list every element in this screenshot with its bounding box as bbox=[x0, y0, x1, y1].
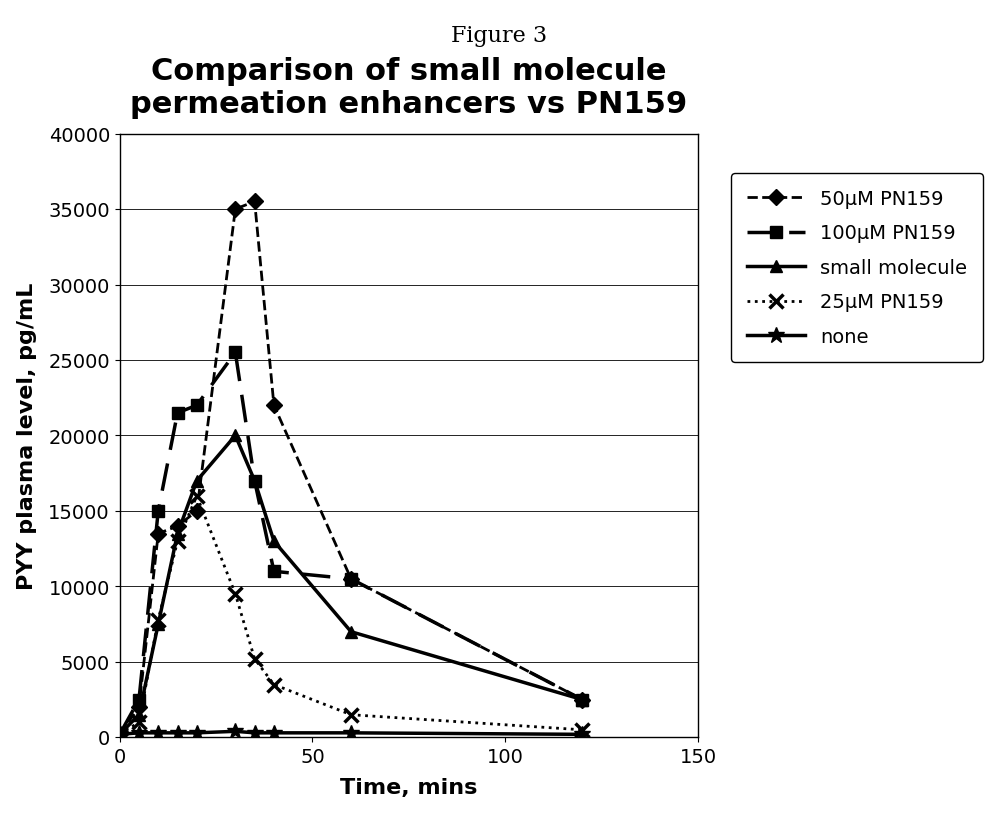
25μM PN159 bbox=[190, 491, 202, 501]
100μM PN159 bbox=[171, 408, 183, 418]
50μM PN159 bbox=[153, 529, 165, 539]
Title: Comparison of small molecule
permeation enhancers vs PN159: Comparison of small molecule permeation … bbox=[131, 57, 687, 119]
none bbox=[229, 727, 241, 737]
100μM PN159 bbox=[229, 348, 241, 358]
Line: small molecule: small molecule bbox=[114, 430, 588, 741]
50μM PN159 bbox=[133, 702, 145, 712]
none bbox=[114, 729, 126, 739]
small molecule bbox=[114, 729, 126, 739]
none bbox=[268, 728, 280, 738]
100μM PN159 bbox=[153, 506, 165, 516]
50μM PN159 bbox=[229, 204, 241, 215]
25μM PN159 bbox=[114, 729, 126, 739]
50μM PN159 bbox=[248, 197, 260, 207]
small molecule bbox=[248, 476, 260, 486]
50μM PN159 bbox=[114, 729, 126, 739]
small molecule bbox=[229, 431, 241, 441]
none bbox=[133, 728, 145, 738]
none bbox=[171, 728, 183, 738]
100μM PN159 bbox=[576, 695, 588, 705]
25μM PN159 bbox=[268, 680, 280, 690]
small molecule bbox=[153, 619, 165, 629]
50μM PN159 bbox=[576, 695, 588, 705]
small molecule bbox=[345, 627, 357, 637]
Line: 50μM PN159: 50μM PN159 bbox=[114, 196, 588, 740]
25μM PN159 bbox=[576, 725, 588, 735]
100μM PN159 bbox=[114, 729, 126, 739]
Text: Figure 3: Figure 3 bbox=[451, 25, 546, 47]
small molecule bbox=[133, 710, 145, 720]
none bbox=[576, 729, 588, 739]
Line: 100μM PN159: 100μM PN159 bbox=[114, 347, 588, 741]
Line: 25μM PN159: 25μM PN159 bbox=[113, 489, 589, 742]
none bbox=[345, 728, 357, 738]
50μM PN159 bbox=[171, 521, 183, 531]
small molecule bbox=[268, 536, 280, 546]
none bbox=[190, 728, 202, 738]
50μM PN159 bbox=[345, 574, 357, 584]
Legend: 50μM PN159, 100μM PN159, small molecule, 25μM PN159, none: 50μM PN159, 100μM PN159, small molecule,… bbox=[731, 174, 983, 362]
25μM PN159 bbox=[248, 654, 260, 664]
Line: none: none bbox=[112, 723, 590, 742]
25μM PN159 bbox=[171, 536, 183, 546]
X-axis label: Time, mins: Time, mins bbox=[340, 777, 478, 797]
100μM PN159 bbox=[345, 574, 357, 584]
50μM PN159 bbox=[190, 506, 202, 516]
50μM PN159 bbox=[268, 401, 280, 411]
25μM PN159 bbox=[153, 615, 165, 625]
small molecule bbox=[171, 529, 183, 539]
none bbox=[248, 728, 260, 738]
25μM PN159 bbox=[133, 717, 145, 727]
100μM PN159 bbox=[133, 695, 145, 705]
Y-axis label: PYY plasma level, pg/mL: PYY plasma level, pg/mL bbox=[17, 282, 37, 589]
small molecule bbox=[576, 695, 588, 705]
small molecule bbox=[190, 476, 202, 486]
100μM PN159 bbox=[190, 401, 202, 411]
25μM PN159 bbox=[345, 710, 357, 720]
25μM PN159 bbox=[229, 589, 241, 599]
100μM PN159 bbox=[268, 566, 280, 577]
100μM PN159 bbox=[248, 476, 260, 486]
none bbox=[153, 728, 165, 738]
